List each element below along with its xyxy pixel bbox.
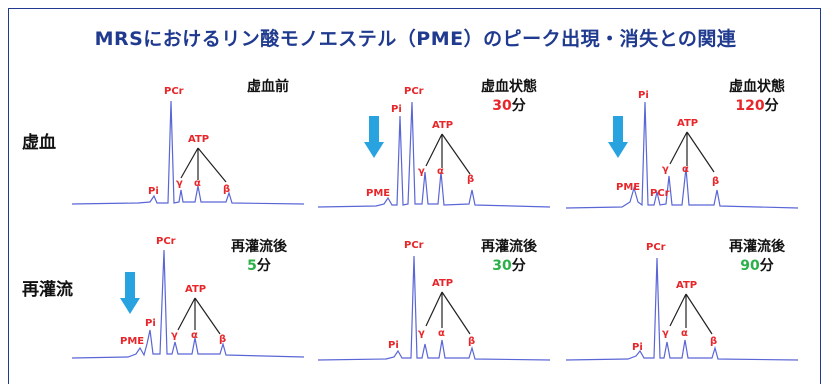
peak-label-gamma: γ	[418, 328, 425, 339]
spectrum-line	[317, 101, 551, 208]
condition-title: 再灌流後	[231, 239, 287, 255]
condition-minutes: 30	[492, 98, 512, 114]
peak-label-gamma: γ	[662, 164, 669, 175]
atp-bracket	[669, 293, 713, 335]
peak-label-atp: ATP	[432, 278, 453, 289]
spectrum-chart: Pi PCr ATP γ α β	[71, 86, 305, 205]
arrow-down-icon	[364, 116, 384, 158]
peak-label-beta: β	[467, 174, 474, 185]
condition-minutes: 30	[492, 258, 512, 274]
condition-label: 虚血前	[228, 78, 308, 97]
atp-bracket	[180, 147, 227, 183]
spectrum-chart: PME Pi PCr ATP γ α β	[565, 90, 799, 209]
peak-label-pcr: PCr	[404, 86, 424, 97]
peak-label-beta: β	[712, 176, 719, 187]
peak-label-beta: β	[710, 336, 717, 347]
condition-label: 虚血状態 120分	[712, 78, 802, 116]
condition-title: 再灌流後	[481, 239, 537, 255]
condition-label: 再灌流後 30分	[464, 238, 554, 276]
condition-title: 虚血状態	[481, 79, 537, 95]
page-title: MRSにおけるリン酸モノエステル（PME）のピーク出現・消失との関連	[94, 28, 737, 50]
spectrum-line	[565, 101, 799, 209]
row-label-reperfusion: 再灌流	[22, 280, 73, 300]
peak-label-pme: PME	[366, 188, 390, 199]
peak-label-pcr: PCr	[650, 188, 670, 199]
condition-unit: 分	[511, 258, 526, 274]
condition-label: 虚血状態 30分	[464, 78, 554, 116]
peak-label-alpha: α	[682, 164, 689, 175]
spectrum-line	[71, 249, 305, 359]
peak-label-gamma: γ	[171, 330, 178, 341]
peak-label-gamma: γ	[418, 166, 425, 177]
spectrum-panel-ischemia-30: PME Pi PCr ATP γ α β 虚血状態 30分	[314, 72, 558, 224]
peak-label-pi: Pi	[388, 340, 399, 351]
atp-bracket	[177, 297, 221, 335]
spectrum-chart: Pi PCr ATP γ α β	[565, 242, 799, 361]
row-label-ischemia: 虚血	[22, 133, 56, 153]
condition-title: 虚血前	[247, 79, 289, 95]
spectrum-line	[565, 257, 799, 361]
spectrum-line	[317, 255, 551, 361]
peak-label-atp: ATP	[432, 120, 453, 131]
spectrum-chart: PME Pi PCr ATP γ α β	[317, 86, 551, 208]
peak-label-pcr: PCr	[404, 240, 424, 251]
peak-label-pi: Pi	[148, 186, 159, 197]
peak-label-pme: PME	[616, 182, 640, 193]
condition-unit: 分	[764, 98, 779, 114]
condition-title: 再灌流後	[729, 239, 785, 255]
peak-label-atp: ATP	[188, 134, 209, 145]
atp-bracket	[425, 291, 471, 335]
spectrum-panel-pre-ischemia: Pi PCr ATP γ α β 虚血前	[68, 72, 312, 224]
condition-unit: 分	[759, 258, 774, 274]
peak-label-atp: ATP	[185, 284, 206, 295]
peak-label-pme: PME	[120, 336, 144, 347]
atp-bracket	[669, 131, 715, 173]
peak-label-beta: β	[219, 334, 226, 345]
arrow-down-icon	[608, 116, 628, 158]
condition-unit: 分	[256, 258, 271, 274]
spectrum-panel-reperfusion-5: PME Pi PCr ATP γ α β 再灌流後 5分	[68, 226, 312, 378]
spectrum-panel-reperfusion-30: Pi PCr ATP γ α β 再灌流後 30分	[314, 226, 558, 378]
condition-label: 再灌流後 5分	[214, 238, 304, 276]
peak-label-pcr: PCr	[156, 236, 176, 247]
peak-label-atp: ATP	[676, 280, 697, 291]
peak-label-gamma: γ	[662, 328, 669, 339]
peak-label-alpha: α	[437, 166, 444, 177]
peak-label-pi: Pi	[632, 342, 643, 353]
condition-unit: 分	[511, 98, 526, 114]
peak-label-pi: Pi	[145, 318, 156, 329]
arrow-down-icon	[120, 272, 140, 314]
spectrum-panel-ischemia-120: PME Pi PCr ATP γ α β 虚血状態 120分	[562, 72, 806, 224]
spectrum-panel-reperfusion-90: Pi PCr ATP γ α β 再灌流後 90分	[562, 226, 806, 378]
peak-label-atp: ATP	[677, 118, 698, 129]
condition-minutes: 90	[740, 258, 760, 274]
peak-label-pi: Pi	[638, 90, 649, 101]
spectrum-chart: PME Pi PCr ATP γ α β	[71, 236, 305, 359]
peak-label-beta: β	[468, 336, 475, 347]
condition-minutes: 120	[735, 98, 765, 114]
atp-bracket	[425, 133, 471, 175]
peak-label-gamma: γ	[176, 178, 183, 189]
spectrum-line	[71, 100, 305, 205]
peak-label-alpha: α	[191, 330, 198, 341]
condition-minutes: 5	[247, 258, 257, 274]
peak-label-pcr: PCr	[164, 86, 184, 97]
peak-label-alpha: α	[194, 178, 201, 189]
condition-title: 虚血状態	[729, 79, 785, 95]
peak-label-alpha: α	[681, 328, 688, 339]
peak-label-alpha: α	[438, 328, 445, 339]
condition-label: 再灌流後 90分	[712, 238, 802, 276]
spectrum-chart: Pi PCr ATP γ α β	[317, 240, 551, 361]
peak-label-pcr: PCr	[646, 242, 666, 253]
peak-label-beta: β	[223, 184, 230, 195]
peak-label-pi: Pi	[391, 104, 402, 115]
